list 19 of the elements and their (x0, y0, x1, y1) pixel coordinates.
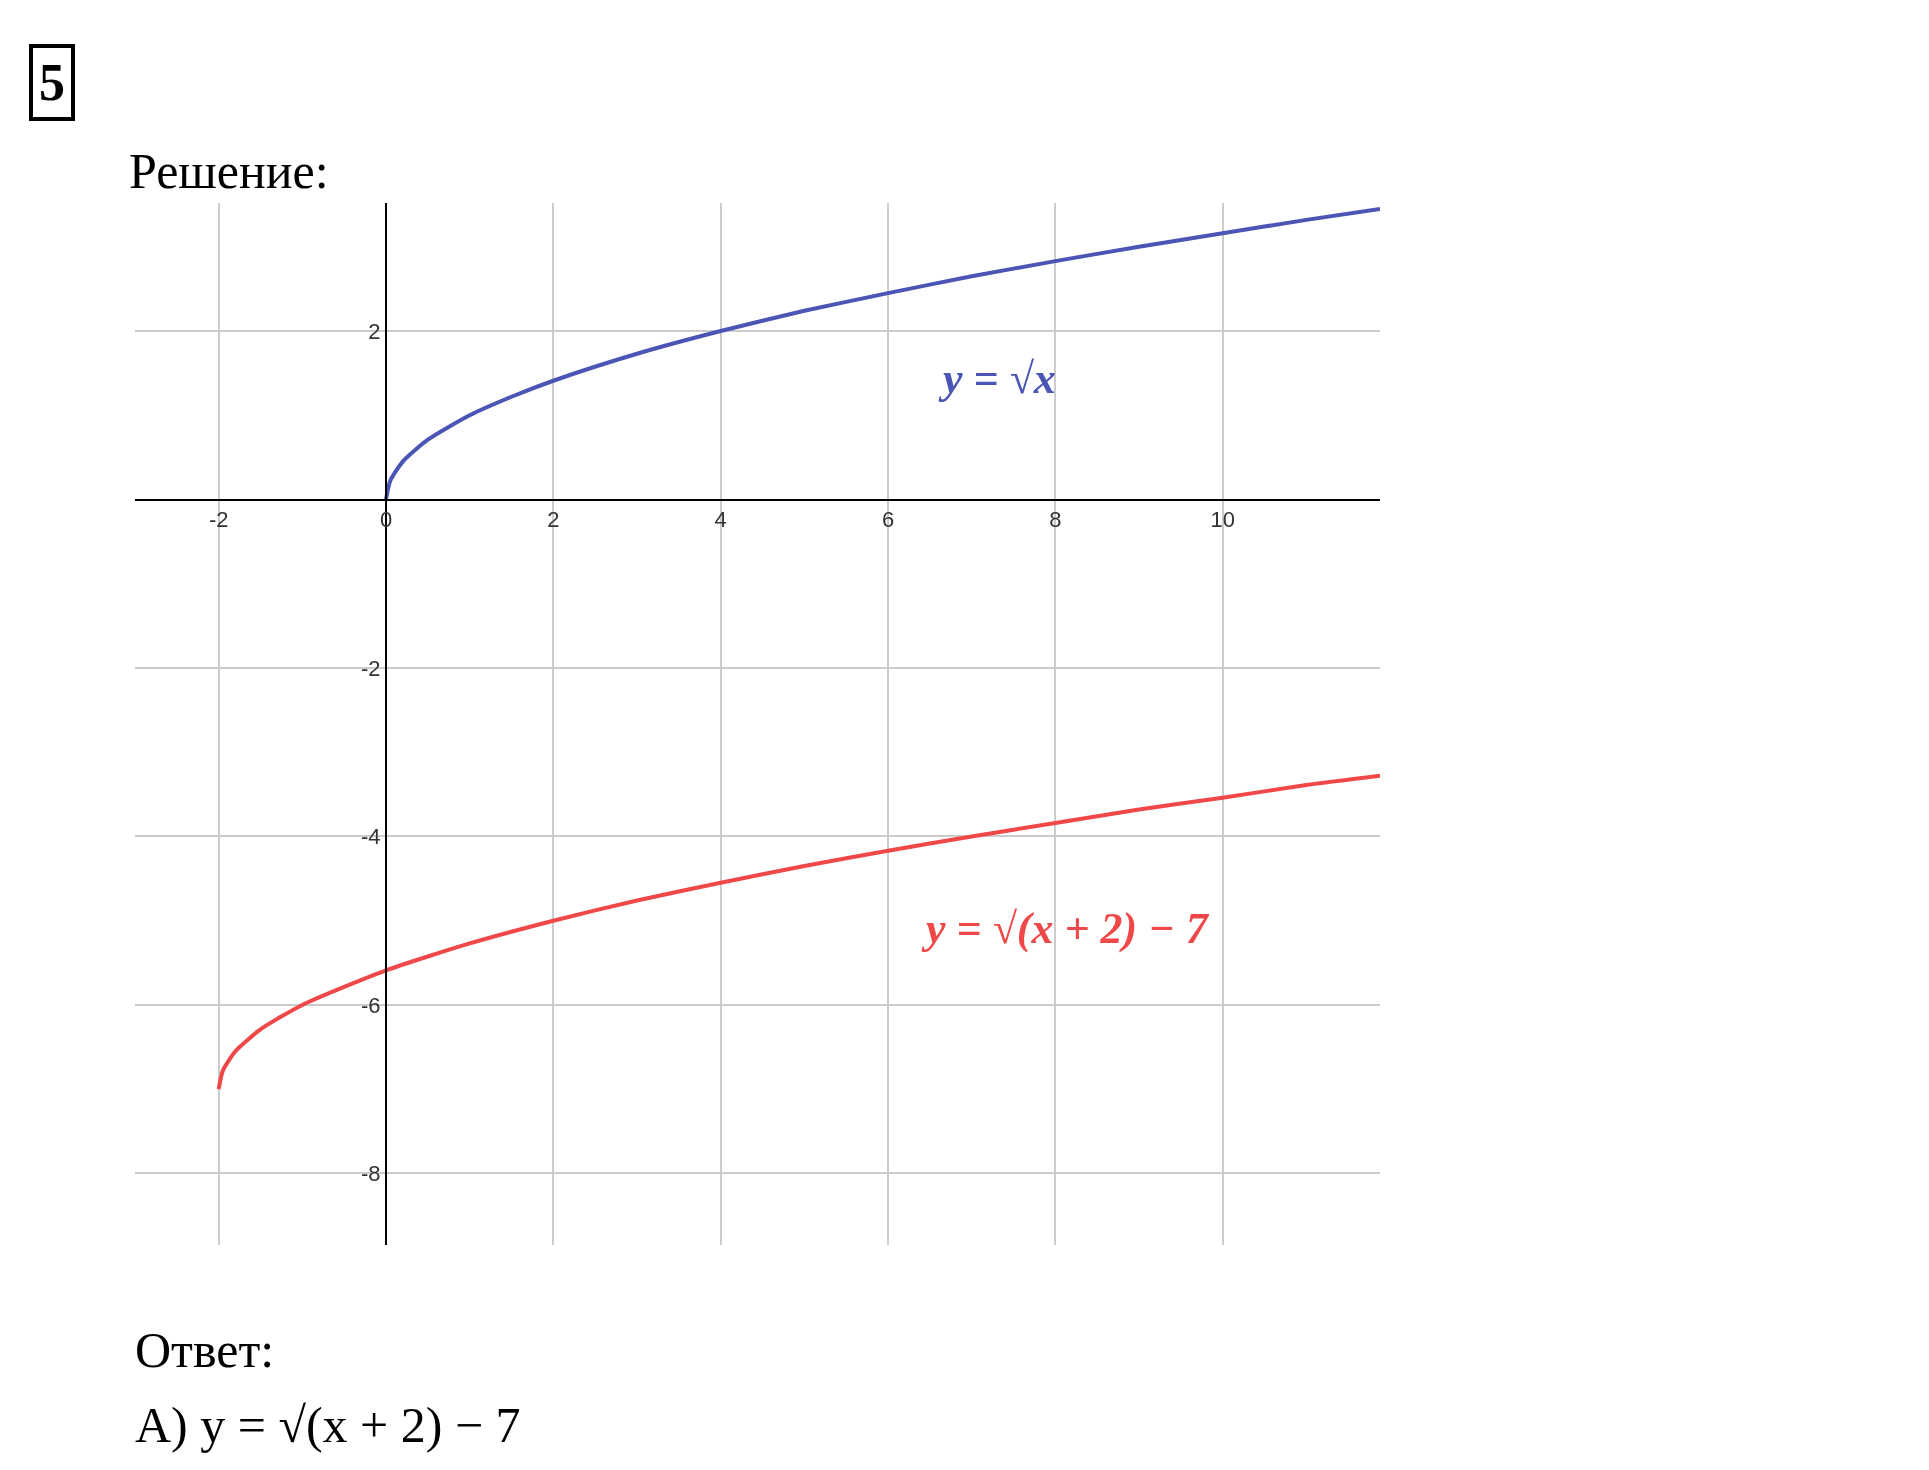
y-tick-label: -6 (361, 992, 381, 1018)
text: А) y = √(x + 2) − 7 (135, 1397, 521, 1453)
x-tick-label: -2 (208, 506, 229, 532)
series-label: y = √(x + 2) − 7 (921, 904, 1210, 953)
text: 5 (39, 54, 65, 111)
y-tick-label: -8 (361, 1161, 381, 1187)
text: Ответ: (135, 1322, 275, 1378)
x-tick-label: 6 (881, 506, 895, 532)
y-tick-label: 2 (368, 318, 381, 344)
chart-title: Решение: (129, 142, 329, 199)
x-tick-label: 4 (714, 506, 727, 532)
line-series (384, 206, 1380, 502)
x-tick-label: 10 (1210, 506, 1235, 532)
series-label: y = √x (938, 354, 1056, 403)
y-tick-label: -4 (361, 824, 381, 850)
line-series (216, 773, 1380, 1092)
x-tick-label: 2 (547, 506, 560, 532)
x-tick-label: 8 (1049, 506, 1062, 532)
y-tick-label: -2 (361, 655, 381, 681)
